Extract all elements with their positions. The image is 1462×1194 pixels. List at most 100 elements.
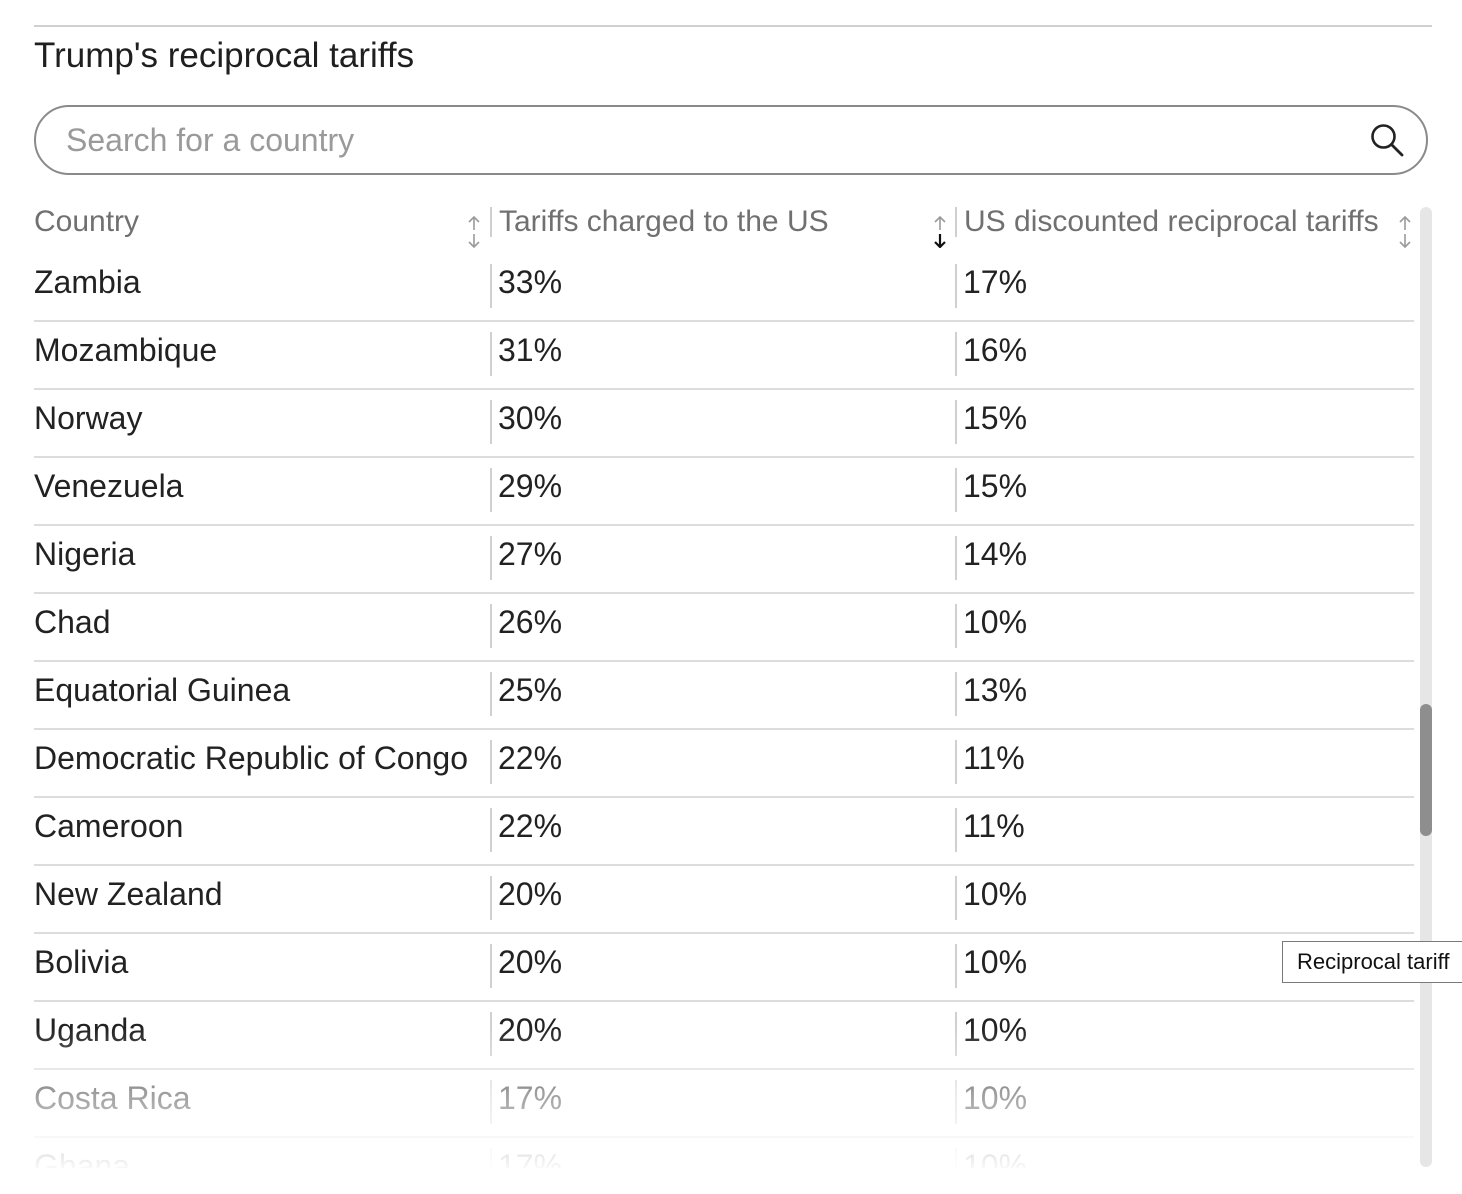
reciprocal-tariff-cell: 10% [963,604,1028,640]
cell-divider [490,264,492,308]
table-row: Venezuela 29% 15% [34,458,1414,526]
reciprocal-tariff-cell: 15% [963,468,1028,504]
reciprocal-tariff-cell: 16% [963,332,1028,368]
tariff-charged-cell: 27% [498,536,563,572]
reciprocal-tariff-cell: 10% [963,1148,1028,1168]
cell-divider [490,536,492,580]
tariff-charged-cell: 30% [498,400,563,436]
cell-divider [955,264,957,308]
country-cell: Mozambique [34,332,218,368]
column-divider [955,207,957,237]
cell-divider [490,1148,492,1168]
cell-divider [490,808,492,852]
table-row: Costa Rica 17% 10% [34,1070,1414,1138]
cell-divider [955,1080,957,1124]
reciprocal-tariff-cell: 11% [963,808,1025,844]
column-header-country[interactable]: Country [34,205,140,238]
country-cell: Costa Rica [34,1080,191,1116]
cell-divider [955,740,957,784]
table-row: Nigeria 27% 14% [34,526,1414,594]
cell-divider [490,876,492,920]
tariff-charged-cell: 33% [498,264,563,300]
country-cell: Ghana [34,1148,131,1168]
top-divider [34,25,1432,27]
tariff-charged-cell: 29% [498,468,563,504]
tariff-charged-cell: 31% [498,332,563,368]
country-cell: Democratic Republic of Congo [34,740,468,776]
table-row: Zambia 33% 17% [34,254,1414,322]
cell-divider [490,400,492,444]
table-row: Democratic Republic of Congo 22% 11% [34,730,1414,798]
country-cell: Nigeria [34,536,136,572]
country-cell: Cameroon [34,808,184,844]
sort-icon[interactable] [466,215,482,249]
cell-divider [955,672,957,716]
country-cell: Equatorial Guinea [34,672,291,708]
table-row: Cameroon 22% 11% [34,798,1414,866]
table-row: Mozambique 31% 16% [34,322,1414,390]
country-cell: Uganda [34,1012,147,1048]
reciprocal-tariff-cell: 10% [963,1080,1028,1116]
cell-divider [490,944,492,988]
table-body[interactable]: Zambia 33% 17% Mozambique 31% 16% Norway 30% 1… [34,254,1414,1168]
page-title: Trump's reciprocal tariffs [34,36,415,75]
country-cell: Bolivia [34,944,129,980]
search-icon[interactable] [1370,123,1404,157]
table-row: New Zealand 20% 10% [34,866,1414,934]
sort-icon[interactable] [1397,215,1413,249]
reciprocal-tariff-cell: 15% [963,400,1028,436]
cell-divider [955,468,957,512]
cell-divider [955,332,957,376]
search-input[interactable] [66,107,1346,173]
reciprocal-tariff-cell: 17% [963,264,1028,300]
tariff-charged-cell: 26% [498,604,563,640]
country-cell: New Zealand [34,876,223,912]
column-divider [490,207,492,237]
reciprocal-tariff-cell: 14% [963,536,1028,572]
tooltip: Reciprocal tariff [1282,941,1462,983]
cell-divider [955,536,957,580]
tariff-charged-cell: 25% [498,672,563,708]
scrollbar-track[interactable] [1420,207,1432,1167]
country-cell: Venezuela [34,468,184,504]
country-cell: Norway [34,400,143,436]
cell-divider [955,400,957,444]
table-row: Norway 30% 15% [34,390,1414,458]
reciprocal-tariff-cell: 11% [963,740,1025,776]
sort-descending-icon[interactable] [932,215,948,249]
cell-divider [490,1012,492,1056]
cell-divider [955,808,957,852]
cell-divider [490,468,492,512]
reciprocal-tariff-cell: 10% [963,1012,1028,1048]
tariff-charged-cell: 20% [498,876,563,912]
column-header-reciprocal-tariffs[interactable]: US discounted reciprocal tariffs [964,205,1379,238]
table-row: Equatorial Guinea 25% 13% [34,662,1414,730]
cell-divider [490,740,492,784]
column-header-tariffs-charged[interactable]: Tariffs charged to the US [499,205,829,238]
cell-divider [955,1148,957,1168]
table-row: Uganda 20% 10% [34,1002,1414,1070]
tariff-charged-cell: 20% [498,944,563,980]
search-box[interactable] [34,105,1428,175]
table-row: Chad 26% 10% [34,594,1414,662]
tariff-charged-cell: 22% [498,808,563,844]
tariff-charged-cell: 22% [498,740,563,776]
cell-divider [955,944,957,988]
scrollbar-thumb[interactable] [1420,704,1432,836]
tariff-charged-cell: 17% [498,1148,563,1168]
table-row: Ghana 17% 10% [34,1138,1414,1168]
cell-divider [490,1080,492,1124]
cell-divider [955,876,957,920]
reciprocal-tariff-cell: 10% [963,876,1028,912]
reciprocal-tariff-cell: 10% [963,944,1028,980]
tariff-charged-cell: 20% [498,1012,563,1048]
country-cell: Chad [34,604,111,640]
cell-divider [955,1012,957,1056]
reciprocal-tariff-cell: 13% [963,672,1028,708]
cell-divider [490,332,492,376]
cell-divider [490,604,492,648]
cell-divider [955,604,957,648]
tariff-charged-cell: 17% [498,1080,563,1116]
table-row: Bolivia 20% 10% [34,934,1414,1002]
cell-divider [490,672,492,716]
